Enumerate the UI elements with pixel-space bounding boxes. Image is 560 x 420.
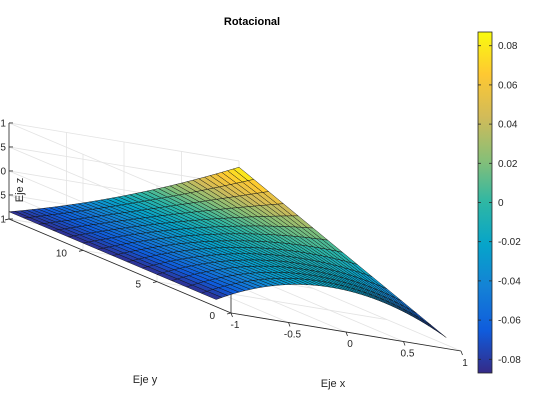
z-tick-label: -0.05 bbox=[0, 190, 6, 201]
colorbar-tick-label: -0.02 bbox=[498, 237, 521, 248]
y-tick-mark bbox=[78, 249, 84, 252]
colorbar-tick-label: 0.02 bbox=[498, 159, 518, 170]
x-tick-mark bbox=[345, 331, 348, 337]
y-tick-mark bbox=[152, 281, 158, 284]
colorbar-tick-label: 0.06 bbox=[498, 80, 518, 91]
surface-mesh bbox=[8, 166, 447, 338]
x-axis-label: Eje x bbox=[321, 378, 346, 390]
colorbar-ticks: 0.08 0.06 0.04 0.02 0 -0.02 -0.04 -0.06 -0.08 bbox=[478, 41, 521, 366]
colorbar-tick-label: 0.04 bbox=[498, 120, 518, 131]
surface-patch bbox=[410, 309, 432, 326]
x-tick-mark bbox=[288, 322, 291, 327]
y-tick-label: 0 bbox=[209, 311, 215, 322]
y-tick-label: 10 bbox=[56, 248, 68, 259]
x-tick-label: 1 bbox=[462, 358, 468, 369]
y-tick-label: 5 bbox=[135, 280, 141, 291]
colorbar-tick-label: -0.06 bbox=[498, 316, 521, 327]
back-wall-grid-line bbox=[8, 122, 240, 162]
x-tick-label: 0.5 bbox=[401, 349, 415, 360]
x-tick-mark bbox=[460, 350, 463, 356]
x-tick-label: 0 bbox=[347, 339, 353, 350]
x-tick-mark bbox=[403, 341, 406, 346]
x-tick-label: -1 bbox=[231, 320, 240, 331]
colorbar-tick-label: 0 bbox=[498, 198, 504, 209]
x-tick-label: -0.5 bbox=[284, 330, 302, 341]
z-tick-label: 0.1 bbox=[0, 118, 6, 129]
x-tick-mark bbox=[230, 312, 233, 318]
colorbar-tick-label: -0.04 bbox=[498, 276, 521, 287]
z-axis-label: Eje z bbox=[14, 178, 26, 202]
z-tick-label: 0 bbox=[0, 166, 6, 177]
y-tick-mark bbox=[226, 312, 232, 315]
colorbar-tick-label: 0.08 bbox=[498, 41, 518, 52]
z-tick-label: 0.05 bbox=[0, 142, 6, 153]
axis-edge bbox=[8, 218, 232, 314]
z-tick-label: -0.1 bbox=[0, 214, 6, 225]
colorbar: 0.08 0.06 0.04 0.02 0 -0.02 -0.04 -0.06 -0.08 bbox=[477, 31, 521, 374]
surface-patch bbox=[425, 321, 447, 338]
chart-title: Rotacional bbox=[224, 16, 280, 28]
y-tick-mark bbox=[4, 218, 10, 221]
colorbar-tick-label: -0.08 bbox=[498, 355, 521, 366]
y-axis-label: Eje y bbox=[133, 374, 158, 386]
